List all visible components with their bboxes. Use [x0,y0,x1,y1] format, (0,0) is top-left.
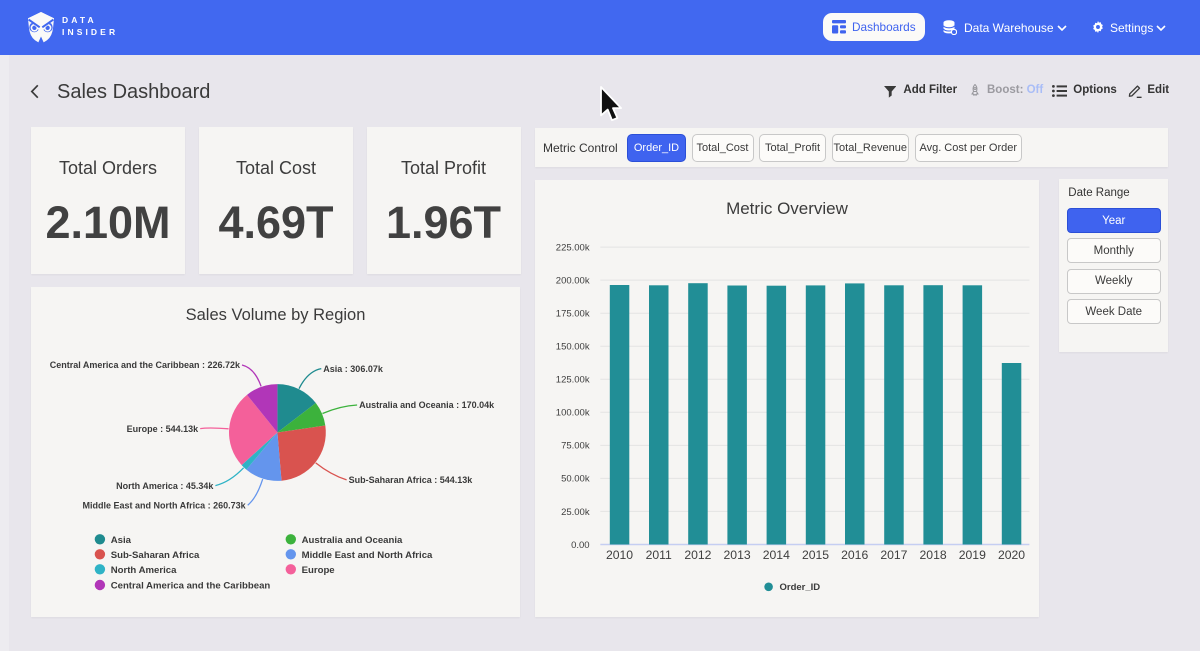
svg-text:2015: 2015 [802,548,829,562]
svg-text:North America: North America [111,565,177,576]
svg-text:150.00k: 150.00k [556,342,590,353]
svg-text:Central America and the Caribb: Central America and the Caribbean [111,581,271,592]
svg-text:2020: 2020 [998,548,1025,562]
svg-text:200.00k: 200.00k [556,275,590,286]
svg-text:Sub-Saharan Africa: Sub-Saharan Africa [111,550,200,561]
svg-text:Middle East and North Africa :: Middle East and North Africa : 260.73k [82,500,246,510]
svg-text:2016: 2016 [841,548,868,562]
svg-text:125.00k: 125.00k [556,375,590,386]
svg-text:50.00k: 50.00k [561,474,590,485]
svg-text:Sub-Saharan Africa : 544.13k: Sub-Saharan Africa : 544.13k [349,475,474,485]
svg-text:2011: 2011 [646,548,672,562]
svg-text:Australia and Oceania : 170.04: Australia and Oceania : 170.04k [359,400,495,410]
svg-text:2019: 2019 [959,548,986,562]
svg-text:Europe: Europe [302,565,335,576]
svg-text:2010: 2010 [606,548,633,562]
svg-text:0.00: 0.00 [571,540,590,551]
svg-text:Middle East and North Africa: Middle East and North Africa [302,550,433,561]
svg-text:225.00k: 225.00k [556,242,590,253]
svg-text:Asia : 306.07k: Asia : 306.07k [323,364,384,374]
svg-text:2013: 2013 [724,548,751,562]
svg-text:2018: 2018 [920,548,947,562]
svg-text:2014: 2014 [763,548,790,562]
svg-text:North America : 45.34k: North America : 45.34k [116,481,214,491]
svg-text:Asia: Asia [111,535,132,546]
svg-text:Europe : 544.13k: Europe : 544.13k [127,424,200,434]
svg-text:100.00k: 100.00k [556,408,590,419]
svg-text:2017: 2017 [880,548,907,562]
svg-text:Order_ID: Order_ID [780,582,821,593]
svg-text:Central America and the Caribb: Central America and the Caribbean : 226.… [50,360,241,370]
svg-text:Australia and Oceania: Australia and Oceania [302,535,403,546]
svg-text:75.00k: 75.00k [561,441,590,452]
svg-text:2012: 2012 [684,548,711,562]
svg-text:175.00k: 175.00k [556,309,590,320]
svg-text:25.00k: 25.00k [561,507,590,518]
